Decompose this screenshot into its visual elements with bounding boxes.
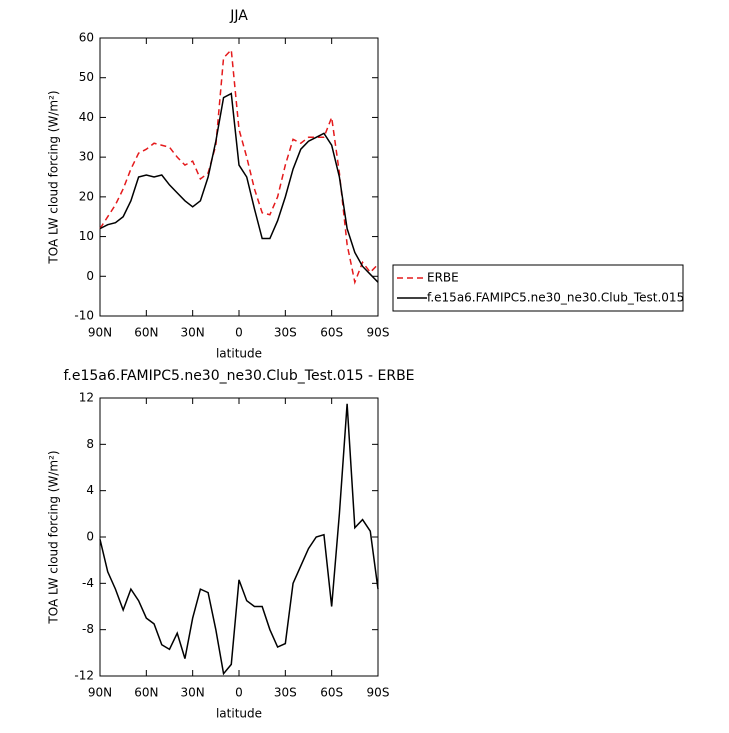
y-tick-label: 10: [79, 229, 94, 243]
x-tick-label: 0: [235, 326, 243, 340]
x-tick-label: 60S: [320, 326, 343, 340]
y-tick-label: 40: [79, 110, 94, 124]
legend-box: [392, 264, 684, 312]
y-axis-label: TOA LW cloud forcing (W/m²): [47, 90, 61, 264]
y-tick-label: 60: [79, 31, 94, 45]
x-tick-label: 30S: [274, 326, 297, 340]
line-series: [99, 48, 379, 285]
legend-label: ERBE: [427, 271, 459, 285]
x-tick-label: 60N: [134, 326, 158, 340]
y-axis-label: TOA LW cloud forcing (W/m²): [47, 450, 61, 624]
chart-title: f.e15a6.FAMIPC5.ne30_ne30.Club_Test.015 …: [63, 368, 414, 384]
x-tick-label: 60N: [134, 686, 158, 700]
x-tick-label: 30S: [274, 686, 297, 700]
line-series: [99, 92, 379, 283]
line-series: [99, 403, 379, 676]
y-tick-label: 50: [79, 70, 94, 84]
x-tick-label: 90S: [367, 686, 390, 700]
x-tick-label: 90S: [367, 326, 390, 340]
plot-frame: [99, 397, 379, 677]
y-tick-label: 30: [79, 150, 94, 164]
y-tick-label: -12: [74, 669, 94, 683]
x-tick-label: 30N: [181, 686, 205, 700]
x-tick-label: 90N: [88, 686, 112, 700]
x-tick-label: 0: [235, 686, 243, 700]
x-axis-label: latitude: [216, 707, 262, 721]
x-axis-label: latitude: [216, 347, 262, 361]
plot-frame: [99, 37, 379, 317]
y-tick-label: 8: [86, 437, 94, 451]
y-tick-label: 4: [86, 483, 94, 497]
legend-label: f.e15a6.FAMIPC5.ne30_ne30.Club_Test.015: [427, 291, 684, 305]
x-tick-label: 60S: [320, 686, 343, 700]
x-tick-label: 30N: [181, 326, 205, 340]
y-tick-label: 12: [79, 391, 94, 405]
chart-title: JJA: [229, 8, 248, 24]
y-tick-label: 0: [86, 269, 94, 283]
y-tick-label: -8: [82, 622, 94, 636]
y-tick-label: -10: [74, 309, 94, 323]
y-tick-label: 0: [86, 530, 94, 544]
y-tick-label: -4: [82, 576, 94, 590]
x-tick-label: 90N: [88, 326, 112, 340]
y-tick-label: 20: [79, 189, 94, 203]
